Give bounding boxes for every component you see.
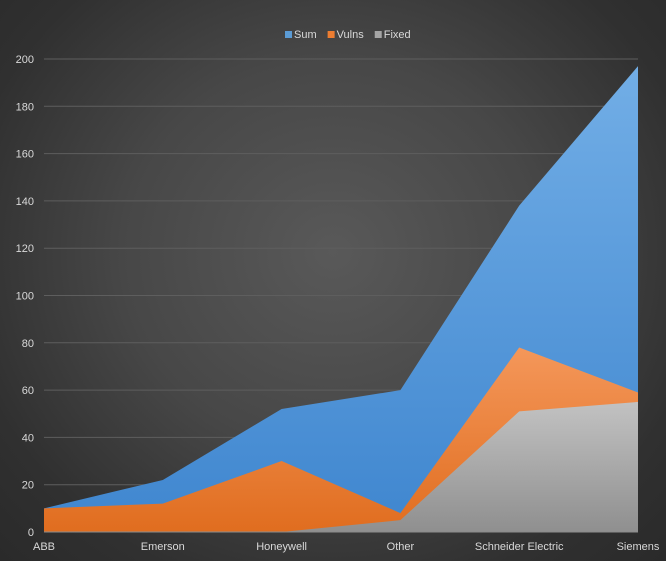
y-tick-label: 200 (16, 54, 34, 66)
x-tick-label: Honeywell (256, 541, 307, 553)
legend-label-fixed: Fixed (384, 29, 411, 41)
legend-swatch-sum (285, 31, 292, 38)
gridlines (44, 58, 638, 486)
x-tick-label: Siemens (617, 541, 660, 553)
y-tick-label: 0 (28, 527, 34, 539)
legend-swatch-fixed (374, 31, 382, 38)
y-tick-label: 100 (16, 291, 34, 303)
y-tick-label: 40 (22, 432, 34, 444)
y-tick-label: 160 (16, 149, 34, 161)
x-tick-label: Schneider Electric (475, 541, 564, 553)
y-tick-label: 140 (16, 196, 34, 208)
legend: Sum Vulns Fixed (285, 29, 411, 41)
y-tick-label: 60 (22, 385, 34, 397)
y-tick-label: 120 (16, 243, 34, 255)
legend-label-sum: Sum (294, 29, 317, 41)
y-tick-label: 20 (22, 480, 34, 492)
x-tick-label: ABB (33, 541, 55, 553)
series-areas (44, 66, 638, 532)
x-tick-label: Other (387, 541, 415, 553)
y-tick-label: 80 (22, 338, 34, 350)
legend-swatch-vulns (327, 31, 335, 38)
x-tick-label: Emerson (141, 541, 185, 553)
area-fixed (44, 401, 638, 532)
legend-label-vulns: Vulns (337, 29, 365, 41)
axes: 0 20 40 60 80 100 120 140 160 180 200 ABB Emerson Hon… (16, 54, 660, 553)
y-tick-label: 180 (16, 101, 34, 113)
